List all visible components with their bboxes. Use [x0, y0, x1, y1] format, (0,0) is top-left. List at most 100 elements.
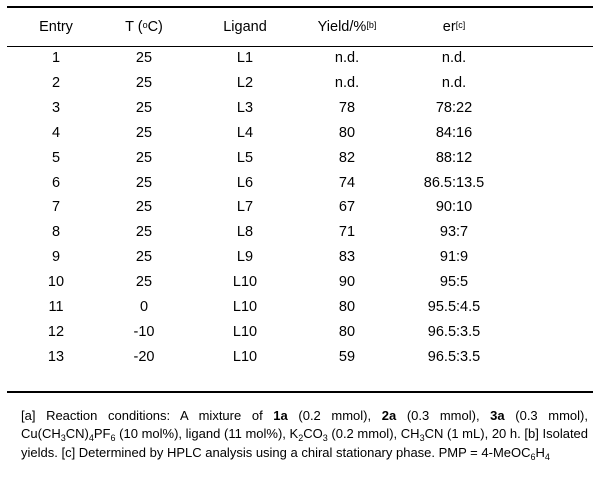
cell-ligand: L7	[236, 199, 254, 216]
cell-ligand: L1	[236, 50, 254, 67]
cell-yield: 80	[338, 323, 356, 340]
table-row: 4 25 L4 80 84:16	[7, 121, 593, 146]
spacer-cell	[7, 344, 19, 369]
header-ligand: Ligand	[223, 19, 267, 35]
spacer-cell	[509, 195, 593, 220]
header-er: er[c]	[442, 19, 466, 35]
cell-entry: 3	[51, 100, 61, 117]
table-bottom-rule	[7, 391, 593, 393]
cell-entry: 7	[51, 199, 61, 216]
header-entry: Entry	[39, 19, 73, 35]
cell-yield: 80	[338, 124, 356, 141]
cell-yield: 78	[338, 100, 356, 117]
table-row: 1 25 L1 n.d. n.d.	[7, 46, 593, 71]
cell-entry: 6	[51, 174, 61, 191]
cell-ligand: L10	[232, 274, 258, 291]
cell-temperature: 25	[135, 100, 153, 117]
spacer-cell	[7, 96, 19, 121]
cell-yield: n.d.	[334, 75, 360, 92]
cell-yield: n.d.	[334, 50, 360, 67]
spacer-cell	[7, 220, 19, 245]
cell-temperature: 25	[135, 124, 153, 141]
cell-ligand: L4	[236, 124, 254, 141]
spacer-cell	[509, 96, 593, 121]
spacer-cell	[509, 270, 593, 295]
cell-entry: 13	[47, 348, 65, 365]
spacer-cell	[509, 145, 593, 170]
cell-entry: 11	[48, 298, 64, 315]
cell-yield: 71	[338, 224, 356, 241]
cell-er: 91:9	[439, 249, 469, 266]
table-row: 5 25 L5 82 88:12	[7, 145, 593, 170]
spacer-cell	[509, 344, 593, 369]
spacer-cell	[7, 121, 19, 146]
table-row: 7 25 L7 67 90:10	[7, 195, 593, 220]
spacer-cell	[7, 170, 19, 195]
results-table: Entry T (oC) Ligand Yield/%[b] er[c] 1 25…	[7, 8, 593, 369]
cell-er: 86.5:13.5	[423, 174, 485, 191]
table-row: 10 25 L10 90 95:5	[7, 270, 593, 295]
spacer-cell	[509, 71, 593, 96]
table-footnote: [a] Reaction conditions: A mixture of 1a…	[21, 408, 589, 462]
spacer-cell	[509, 245, 593, 270]
cell-er: 96.5:3.5	[427, 348, 481, 365]
spacer-cell	[509, 170, 593, 195]
spacer-cell	[7, 195, 19, 220]
cell-entry: 4	[51, 124, 61, 141]
cell-entry: 1	[51, 50, 61, 67]
table-header-row: Entry T (oC) Ligand Yield/%[b] er[c]	[7, 8, 593, 46]
header-yield: Yield/%[b]	[317, 19, 377, 35]
cell-er: 93:7	[439, 224, 469, 241]
table-row: 9 25 L9 83 91:9	[7, 245, 593, 270]
cell-er: n.d.	[441, 75, 467, 92]
table-row: 11 0 L10 80 95.5:4.5	[7, 294, 593, 319]
table-row: 12 -10 L10 80 96.5:3.5	[7, 319, 593, 344]
cell-ligand: L9	[236, 249, 254, 266]
cell-ligand: L5	[236, 149, 254, 166]
cell-temperature: -10	[133, 323, 155, 340]
cell-entry: 9	[51, 249, 61, 266]
spacer-cell	[7, 319, 19, 344]
cell-temperature: 0	[139, 298, 149, 315]
spacer-cell	[7, 294, 19, 319]
table-row: 13 -20 L10 59 96.5:3.5	[7, 344, 593, 369]
table-body: 1 25 L1 n.d. n.d. 2 25 L2 n.d. n.d. 3 25 L3 78 78:22 4 2…	[7, 46, 593, 369]
cell-temperature: 25	[135, 224, 153, 241]
cell-temperature: 25	[135, 75, 153, 92]
cell-temperature: 25	[135, 50, 153, 67]
cell-ligand: L10	[232, 348, 258, 365]
cell-yield: 83	[338, 249, 356, 266]
table-top-rule	[7, 6, 593, 8]
spacer-cell	[7, 46, 19, 71]
spacer-cell	[509, 319, 593, 344]
cell-ligand: L2	[236, 75, 254, 92]
spacer-cell	[509, 121, 593, 146]
cell-temperature: 25	[135, 249, 153, 266]
spacer-cell	[509, 46, 593, 71]
cell-ligand: L10	[232, 323, 258, 340]
spacer-cell	[7, 8, 19, 46]
table-row: 6 25 L6 74 86.5:13.5	[7, 170, 593, 195]
cell-entry: 2	[51, 75, 61, 92]
cell-yield: 67	[338, 199, 356, 216]
table-header-rule	[7, 46, 593, 47]
cell-er: 84:16	[435, 124, 473, 141]
cell-yield: 90	[338, 274, 356, 291]
table-row: 3 25 L3 78 78:22	[7, 96, 593, 121]
cell-er: 90:10	[435, 199, 473, 216]
cell-yield: 80	[338, 298, 356, 315]
cell-entry: 12	[47, 323, 65, 340]
cell-entry: 10	[47, 274, 65, 291]
cell-er: 78:22	[435, 100, 473, 117]
cell-yield: 59	[338, 348, 356, 365]
cell-yield: 74	[338, 174, 356, 191]
spacer-cell	[7, 71, 19, 96]
cell-er: n.d.	[441, 50, 467, 67]
cell-ligand: L3	[236, 100, 254, 117]
cell-temperature: 25	[135, 274, 153, 291]
cell-temperature: 25	[135, 199, 153, 216]
cell-ligand: L8	[236, 224, 254, 241]
table-row: 2 25 L2 n.d. n.d.	[7, 71, 593, 96]
spacer-cell	[7, 270, 19, 295]
cell-er: 96.5:3.5	[427, 323, 481, 340]
